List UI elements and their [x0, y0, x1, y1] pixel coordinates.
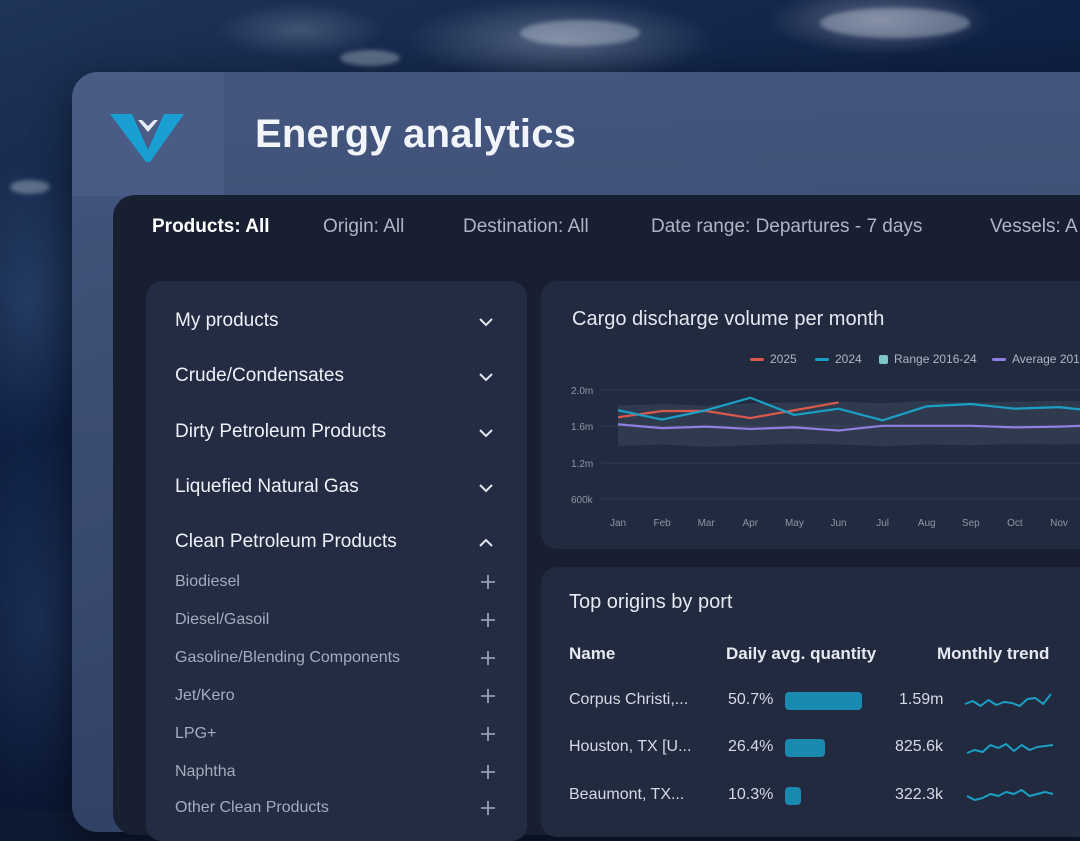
y-tick-label: 2.0m — [571, 386, 593, 397]
category-dirty-petroleum-products[interactable]: Dirty Petroleum Products — [175, 421, 387, 442]
v-logo-icon — [110, 114, 184, 162]
row-share-bar — [785, 692, 862, 710]
series-line-2024 — [617, 396, 1080, 422]
x-tick-label: Jul — [876, 518, 889, 529]
x-tick-label: Aug — [918, 518, 936, 529]
x-tick-label: Apr — [743, 518, 759, 529]
chevron-up-icon[interactable] — [477, 537, 495, 549]
row-sparkline — [966, 743, 1054, 754]
x-tick-label: Jan — [610, 518, 626, 529]
series-line-2025 — [617, 401, 839, 420]
legend-swatch — [992, 358, 1006, 362]
row-port-name[interactable]: Corpus Christi,... — [569, 691, 689, 708]
x-tick-label: Oct — [1007, 518, 1023, 529]
chevron-down-icon[interactable] — [477, 427, 495, 439]
row-sparkline — [966, 789, 1054, 801]
category-liquefied-natural-gas[interactable]: Liquefied Natural Gas — [175, 476, 359, 497]
row-share-bar — [785, 739, 825, 757]
sparkline-path — [964, 693, 1052, 707]
filter-vessels[interactable]: Vessels: A — [990, 216, 1078, 237]
x-tick-label: Nov — [1050, 518, 1068, 529]
x-tick-label: Feb — [653, 518, 671, 529]
series-line-average-2016 — [617, 423, 1080, 432]
plus-icon[interactable] — [480, 800, 496, 816]
subitem-other-clean-products[interactable]: Other Clean Products — [175, 799, 329, 816]
row-quantity: 322.3k — [895, 786, 944, 803]
plus-icon[interactable] — [480, 764, 496, 780]
row-port-name[interactable]: Beaumont, TX... — [569, 786, 685, 803]
row-share-bar — [785, 787, 801, 805]
column-header-name[interactable]: Name — [569, 644, 616, 663]
logo-cell — [72, 72, 224, 196]
legend-item-average[interactable]: Average 2016 — [992, 352, 1080, 366]
chevron-down-icon[interactable] — [477, 316, 495, 328]
x-tick-label: Jun — [830, 518, 846, 529]
wave-foam — [520, 20, 640, 46]
wave-foam — [820, 8, 970, 38]
app-title: Energy analytics — [255, 112, 577, 156]
category-clean-petroleum-products[interactable]: Clean Petroleum Products — [175, 531, 397, 552]
row-sparkline — [964, 693, 1052, 707]
legend-item-range[interactable]: Range 2016-24 — [879, 352, 977, 366]
plus-icon[interactable] — [480, 650, 496, 666]
row-quantity: 825.6k — [895, 738, 944, 755]
legend-label: 2025 — [770, 352, 797, 366]
legend-label: Average 2016 — [1012, 352, 1080, 366]
plus-icon[interactable] — [480, 574, 496, 590]
cargo-line-chart: 2.0m 1.6m 1.2m 600k Jan Feb Mar Apr May Jun Jul Aug… — [571, 386, 1080, 529]
column-header-daily-avg[interactable]: Daily avg. quantity — [726, 644, 877, 663]
column-header-monthly-trend[interactable]: Monthly trend — [937, 644, 1050, 663]
legend-swatch — [879, 355, 888, 365]
subitem-jet-kero[interactable]: Jet/Kero — [175, 687, 235, 704]
filter-date-range[interactable]: Date range: Departures - 7 days — [651, 216, 923, 237]
legend-item-2024[interactable]: 2024 — [815, 352, 862, 366]
filter-products[interactable]: Products: All — [152, 216, 270, 237]
category-crude-condensates[interactable]: Crude/Condensates — [175, 365, 344, 386]
sparkline-path — [966, 789, 1054, 801]
subitem-lpg[interactable]: LPG+ — [175, 725, 217, 742]
range-band — [618, 400, 1080, 447]
category-my-products[interactable]: My products — [175, 310, 279, 331]
subitem-naphtha[interactable]: Naphtha — [175, 763, 236, 780]
chevron-down-icon[interactable] — [477, 482, 495, 494]
legend-swatch — [750, 358, 764, 362]
row-percent: 50.7% — [728, 691, 774, 708]
product-sidebar — [146, 281, 527, 841]
x-tick-label: Mar — [698, 518, 716, 529]
plus-icon[interactable] — [480, 688, 496, 704]
wave-foam — [340, 50, 400, 66]
plus-icon[interactable] — [480, 612, 496, 628]
filter-destination[interactable]: Destination: All — [463, 216, 589, 237]
plus-icon[interactable] — [480, 726, 496, 742]
y-tick-label: 600k — [571, 495, 594, 506]
subitem-biodiesel[interactable]: Biodiesel — [175, 573, 240, 590]
legend-item-2025[interactable]: 2025 — [750, 352, 797, 366]
cargo-chart-title: Cargo discharge volume per month — [572, 308, 885, 330]
chevron-down-icon[interactable] — [477, 371, 495, 383]
filter-origin[interactable]: Origin: All — [323, 216, 405, 237]
row-port-name[interactable]: Houston, TX [U... — [569, 738, 692, 755]
x-tick-label: Sep — [962, 518, 980, 529]
legend-swatch — [815, 358, 829, 362]
legend-label: 2024 — [835, 352, 862, 366]
subitem-gasoline-blending[interactable]: Gasoline/Blending Components — [175, 649, 401, 666]
top-origins-title: Top origins by port — [569, 591, 733, 613]
x-tick-label: May — [785, 518, 804, 529]
y-tick-label: 1.6m — [571, 422, 593, 433]
legend-label: Range 2016-24 — [894, 352, 977, 366]
y-tick-label: 1.2m — [571, 459, 593, 470]
sparkline-path — [966, 743, 1054, 754]
row-percent: 26.4% — [728, 738, 774, 755]
subitem-diesel-gasoil[interactable]: Diesel/Gasoil — [175, 611, 270, 628]
row-percent: 10.3% — [728, 786, 774, 803]
row-quantity: 1.59m — [899, 691, 944, 708]
wave-foam — [10, 180, 50, 194]
